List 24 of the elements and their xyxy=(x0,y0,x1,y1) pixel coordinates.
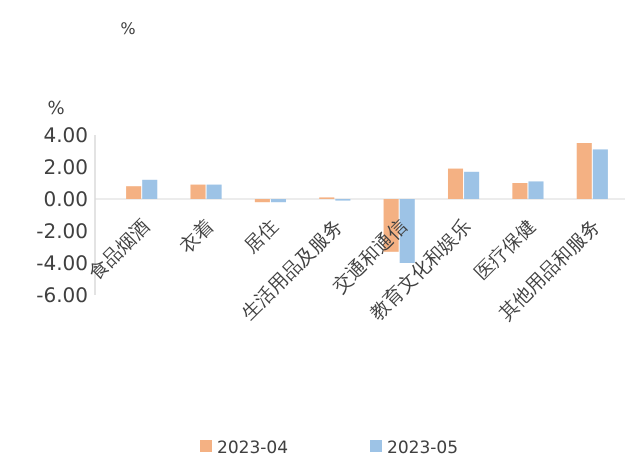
bar xyxy=(464,172,480,199)
x-tick-label: 衣着 xyxy=(176,214,218,258)
bar xyxy=(254,199,270,202)
bar xyxy=(576,143,592,199)
x-tick-label: 居住 xyxy=(240,214,282,258)
bar xyxy=(206,184,222,199)
legend-label: 2023-04 xyxy=(217,438,288,458)
bar xyxy=(142,180,158,199)
y-tick-label: 2.00 xyxy=(43,155,88,179)
y-tick-label: 0.00 xyxy=(43,187,88,211)
y-tick-label: -4.00 xyxy=(36,251,88,275)
y-tick-label: 4.00 xyxy=(43,123,88,147)
y-axis-title: % xyxy=(47,98,65,119)
bar xyxy=(448,168,464,199)
bar xyxy=(190,184,206,199)
bar xyxy=(270,199,286,202)
legend-label: 2023-05 xyxy=(387,438,458,458)
bar xyxy=(126,186,142,199)
bar xyxy=(592,149,608,199)
bar xyxy=(512,183,528,199)
y-tick-label: -2.00 xyxy=(36,219,88,243)
y-tick-label: -6.00 xyxy=(36,283,88,307)
bar xyxy=(528,181,544,199)
text: % xyxy=(120,19,136,38)
